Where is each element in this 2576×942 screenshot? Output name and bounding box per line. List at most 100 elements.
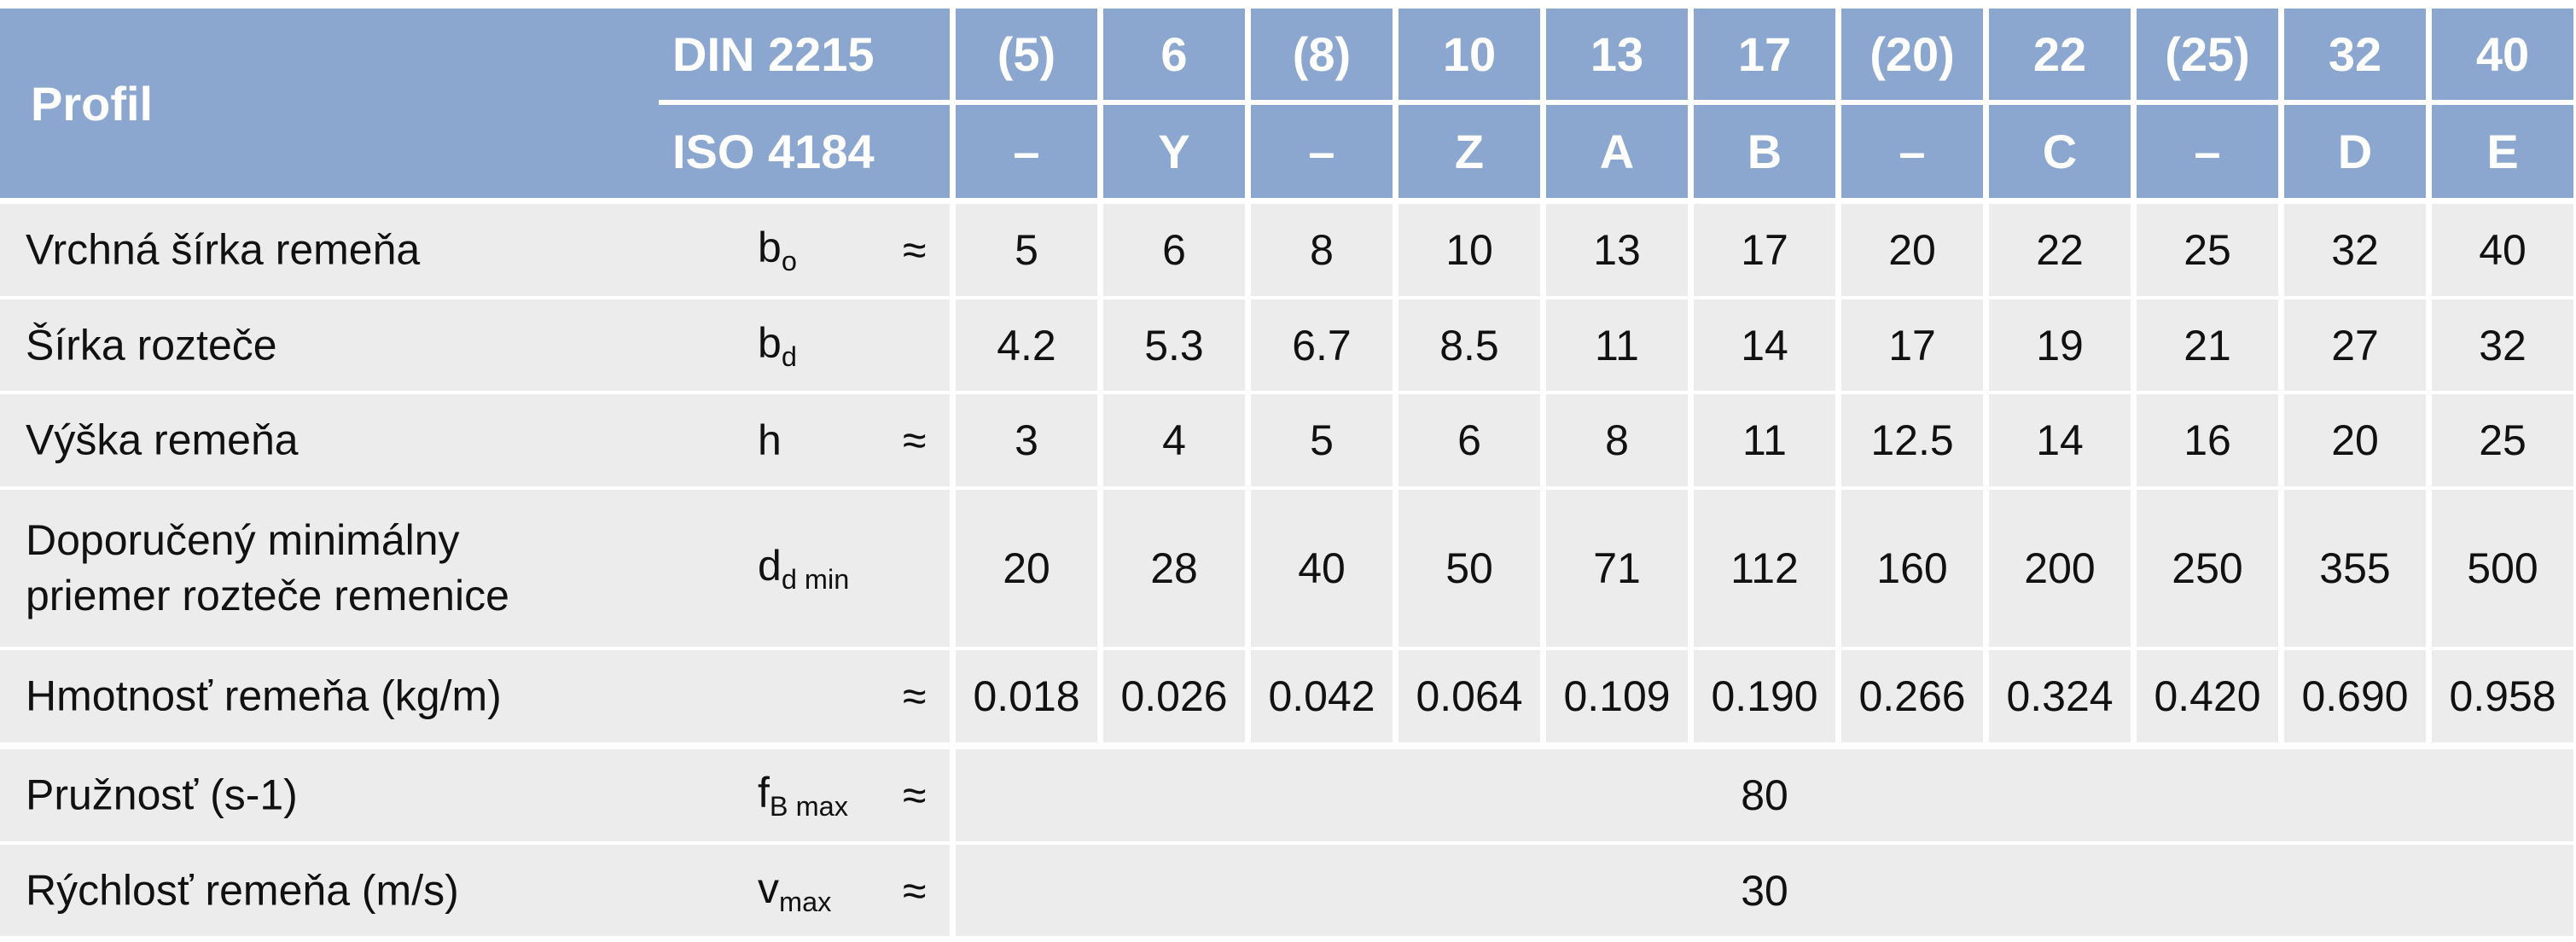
row-label: Pružnosť (s-1) bbox=[26, 768, 298, 823]
value-cell: 16 bbox=[2137, 394, 2278, 486]
profile-value: Y bbox=[1158, 125, 1190, 178]
profile-cell: B bbox=[1694, 105, 1835, 198]
value-cell: 20 bbox=[2284, 394, 2426, 486]
row-label-cell: Doporučený minimálny priemer rozteče reme… bbox=[0, 490, 950, 647]
profile-cell: 32 bbox=[2284, 9, 2426, 100]
value: 27 bbox=[2331, 321, 2379, 369]
value: 11 bbox=[1742, 416, 1787, 464]
profile-cell: E bbox=[2432, 105, 2573, 198]
profile-cell: 13 bbox=[1546, 9, 1688, 100]
value: 0.324 bbox=[2006, 672, 2114, 720]
approx-sign: ≈ bbox=[903, 672, 927, 720]
value: 0.690 bbox=[2301, 672, 2409, 720]
label-line: Vrchná šírka remeňa bbox=[26, 225, 421, 274]
value-cell: 160 bbox=[1841, 490, 1983, 647]
value: 6 bbox=[1162, 226, 1186, 274]
label-line: Pružnosť (s-1) bbox=[26, 770, 298, 819]
value-cell: 0.018 bbox=[956, 650, 1097, 742]
approx-sign: ≈ bbox=[903, 771, 927, 819]
value-cell: 8 bbox=[1546, 394, 1688, 486]
value-cell: 21 bbox=[2137, 299, 2278, 391]
value: 0.420 bbox=[2154, 672, 2261, 720]
profile-value: 22 bbox=[2032, 27, 2087, 81]
value: 355 bbox=[2319, 544, 2391, 592]
value-cell: 200 bbox=[1989, 490, 2131, 647]
standard-label: DIN 2215 bbox=[672, 27, 875, 81]
symbol: bo bbox=[758, 223, 797, 277]
value: 8.5 bbox=[1439, 321, 1499, 369]
standard-label: ISO 4184 bbox=[672, 125, 875, 178]
value-cell: 11 bbox=[1694, 394, 1835, 486]
value-cell: 0.042 bbox=[1251, 650, 1393, 742]
profile-cell: (5) bbox=[956, 9, 1097, 100]
profile-value: A bbox=[1599, 125, 1635, 178]
value: 11 bbox=[1595, 321, 1639, 369]
value: 30 bbox=[1741, 866, 1788, 915]
profile-value: 17 bbox=[1737, 27, 1792, 81]
symbol: vmax bbox=[758, 864, 831, 918]
label-line: Šírka rozteče bbox=[26, 321, 277, 369]
profile-cell: 6 bbox=[1103, 9, 1245, 100]
profile-value: D bbox=[2337, 125, 2373, 178]
value: 0.109 bbox=[1563, 672, 1671, 720]
profile-value: Z bbox=[1454, 125, 1485, 178]
value-cell: 14 bbox=[1989, 394, 2131, 486]
value-cell: 6.7 bbox=[1251, 299, 1393, 391]
value: 0.042 bbox=[1268, 672, 1375, 720]
value: 20 bbox=[1888, 226, 1936, 274]
profile-cell: – bbox=[1841, 105, 1983, 198]
value: 13 bbox=[1593, 226, 1641, 274]
row-label-cell: Rýchlosť remeňa (m/s) vmax ≈ bbox=[0, 845, 950, 936]
value-cell: 40 bbox=[2432, 204, 2573, 296]
value-cell: 250 bbox=[2137, 490, 2278, 647]
row-label-cell: Pružnosť (s-1) fB max ≈ bbox=[0, 749, 950, 841]
profile-value: E bbox=[2486, 125, 2519, 178]
value-cell: 0.266 bbox=[1841, 650, 1983, 742]
profile-value: (25) bbox=[2165, 27, 2250, 81]
label-line: Doporučený minimálny bbox=[26, 516, 460, 564]
profile-cell: D bbox=[2284, 105, 2426, 198]
value-cell: 32 bbox=[2432, 299, 2573, 391]
value: 20 bbox=[2331, 416, 2379, 464]
value-cell: 0.026 bbox=[1103, 650, 1245, 742]
value: 40 bbox=[2479, 226, 2527, 274]
value-cell: 12.5 bbox=[1841, 394, 1983, 486]
value: 80 bbox=[1741, 771, 1788, 819]
row-label-cell: Šírka rozteče bd bbox=[0, 299, 950, 391]
value: 20 bbox=[1003, 544, 1050, 592]
value-cell: 20 bbox=[1841, 204, 1983, 296]
profile-value: – bbox=[1013, 125, 1040, 178]
value-cell: 8 bbox=[1251, 204, 1393, 296]
value-cell: 0.324 bbox=[1989, 650, 2131, 742]
value: 6 bbox=[1457, 416, 1481, 464]
value: 250 bbox=[2172, 544, 2243, 592]
symbol-subscript: d bbox=[781, 340, 797, 372]
label-line: priemer rozteče remenice bbox=[26, 572, 509, 619]
value: 5.3 bbox=[1144, 321, 1204, 369]
symbol-subscript: max bbox=[779, 886, 832, 917]
profile-cell: (20) bbox=[1841, 9, 1983, 100]
value-cell: 0.064 bbox=[1398, 650, 1540, 742]
value-cell: 112 bbox=[1694, 490, 1835, 647]
value: 22 bbox=[2036, 226, 2084, 274]
profile-value: 13 bbox=[1590, 27, 1644, 81]
row-label-cell: Hmotnosť remeňa (kg/m) ≈ bbox=[0, 650, 950, 742]
value: 6.7 bbox=[1292, 321, 1352, 369]
symbol-subscript: o bbox=[781, 245, 797, 276]
profile-cell: – bbox=[2137, 105, 2278, 198]
row-label-cell: Výška remeňa h ≈ bbox=[0, 394, 950, 486]
value: 32 bbox=[2331, 226, 2379, 274]
label-line: Výška remeňa bbox=[26, 416, 299, 464]
value: 12.5 bbox=[1870, 416, 1954, 464]
value: 28 bbox=[1150, 544, 1198, 592]
row-label: Rýchlosť remeňa (m/s) bbox=[26, 863, 459, 918]
value: 8 bbox=[1605, 416, 1629, 464]
value: 50 bbox=[1445, 544, 1493, 592]
profile-cell: 17 bbox=[1694, 9, 1835, 100]
value-cell: 0.420 bbox=[2137, 650, 2278, 742]
label-line: Rýchlosť remeňa (m/s) bbox=[26, 866, 459, 914]
header-title: Profil bbox=[31, 76, 154, 131]
profile-cell: – bbox=[956, 105, 1097, 198]
symbol-main: d bbox=[758, 542, 782, 590]
value: 0.266 bbox=[1858, 672, 1966, 720]
